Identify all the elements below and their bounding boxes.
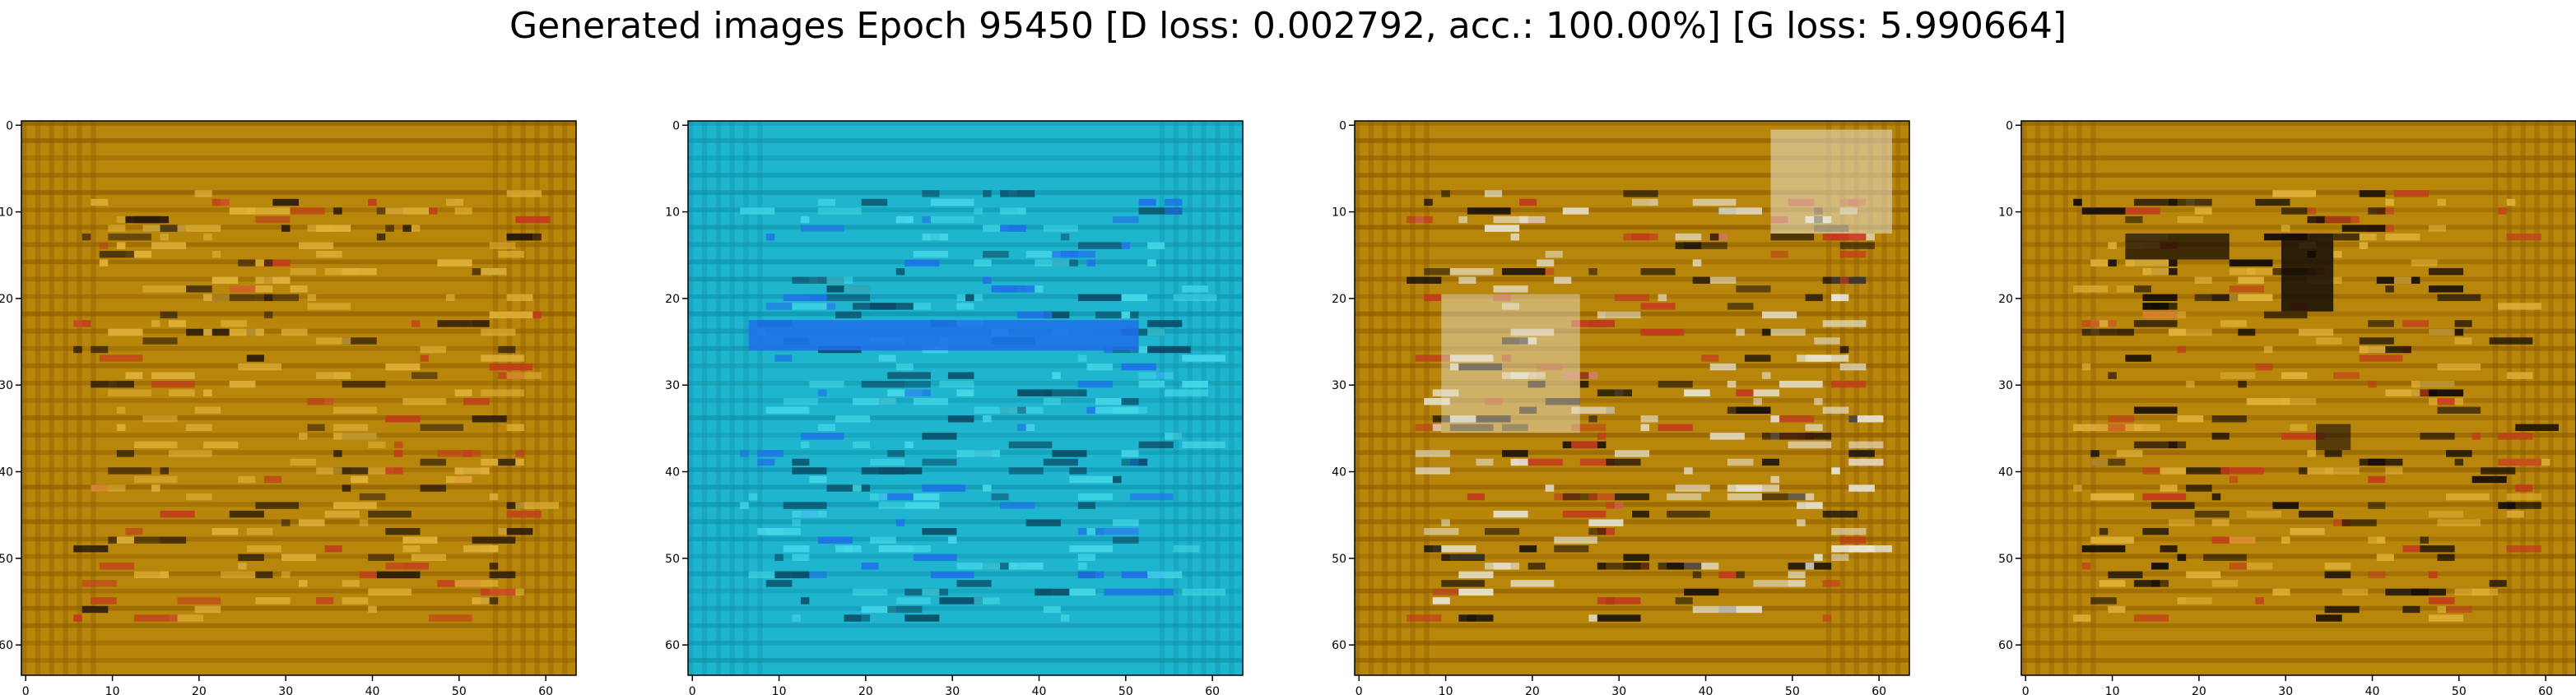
- x-tick-label: 40: [1699, 685, 1713, 695]
- y-tick-label: 20: [1332, 293, 1346, 306]
- y-tick-label: 20: [1998, 293, 2013, 306]
- x-tick-label: 40: [1032, 685, 1047, 695]
- x-tick-label: 40: [2365, 685, 2380, 695]
- figure-title: Generated images Epoch 95450 [D loss: 0.…: [509, 5, 2067, 47]
- y-tick-label: 40: [665, 466, 680, 480]
- y-tick-label: 0: [1339, 119, 1346, 132]
- y-tick-label: 0: [672, 119, 680, 132]
- y-tick-label: 20: [0, 293, 13, 306]
- x-tick-label: 30: [1611, 685, 1626, 695]
- x-tick-label: 20: [2192, 685, 2206, 695]
- image-panel-3: 0 0 10 10 20 20 30 30 40 40 50 50 60 60: [1332, 119, 1910, 695]
- x-tick-label: 60: [538, 685, 553, 695]
- x-tick-label: 60: [2538, 685, 2553, 695]
- y-tick-label: 60: [1332, 639, 1346, 652]
- y-tick-label: 0: [2006, 119, 2013, 132]
- y-tick-label: 30: [665, 379, 680, 392]
- x-tick-label: 20: [858, 685, 873, 695]
- y-tick-label: 30: [1332, 379, 1346, 392]
- y-tick-label: 50: [1332, 553, 1346, 566]
- y-tick-label: 0: [6, 119, 13, 132]
- image-panels: 0 0 10 10 20 20 30 30 40 40 50 50 60 60 0 0 10 10 20 20 30 30…: [0, 119, 2576, 695]
- x-tick-label: 0: [1355, 685, 1363, 695]
- x-tick-label: 10: [105, 685, 120, 695]
- image-panel-4: 0 0 10 10 20 20 30 30 40 40 50 50 60 60: [1998, 119, 2576, 695]
- x-tick-label: 60: [1205, 685, 1220, 695]
- y-tick-label: 30: [0, 379, 13, 392]
- y-tick-label: 10: [1332, 206, 1346, 220]
- x-tick-label: 50: [1785, 685, 1800, 695]
- y-tick-label: 10: [665, 206, 680, 220]
- y-tick-label: 20: [665, 293, 680, 306]
- x-tick-label: 0: [689, 685, 696, 695]
- x-tick-label: 50: [452, 685, 467, 695]
- y-tick-label: 60: [1998, 639, 2013, 652]
- x-tick-label: 10: [772, 685, 787, 695]
- x-tick-label: 40: [365, 685, 380, 695]
- y-tick-label: 50: [0, 553, 13, 566]
- x-tick-label: 10: [2105, 685, 2120, 695]
- image-panel-2: 0 0 10 10 20 20 30 30 40 40 50 50 60 60: [665, 119, 1244, 695]
- y-tick-label: 10: [0, 206, 13, 220]
- x-tick-label: 50: [2452, 685, 2467, 695]
- y-tick-label: 50: [1998, 553, 2013, 566]
- x-tick-label: 0: [22, 685, 30, 695]
- x-tick-label: 60: [1872, 685, 1886, 695]
- x-tick-label: 10: [1439, 685, 1453, 695]
- image-panel-1: 0 0 10 10 20 20 30 30 40 40 50 50 60 60: [0, 119, 577, 695]
- x-tick-label: 50: [1118, 685, 1133, 695]
- y-tick-label: 60: [0, 639, 13, 652]
- y-tick-label: 10: [1998, 206, 2013, 220]
- x-tick-label: 20: [1525, 685, 1540, 695]
- x-tick-label: 30: [2278, 685, 2293, 695]
- y-tick-label: 60: [665, 639, 680, 652]
- x-tick-label: 0: [2022, 685, 2030, 695]
- x-tick-label: 30: [945, 685, 960, 695]
- y-tick-label: 40: [0, 466, 13, 480]
- x-tick-label: 30: [278, 685, 293, 695]
- y-tick-label: 50: [665, 553, 680, 566]
- x-tick-label: 20: [192, 685, 207, 695]
- y-tick-label: 40: [1332, 466, 1346, 480]
- y-tick-label: 30: [1998, 379, 2013, 392]
- y-tick-label: 40: [1998, 466, 2013, 480]
